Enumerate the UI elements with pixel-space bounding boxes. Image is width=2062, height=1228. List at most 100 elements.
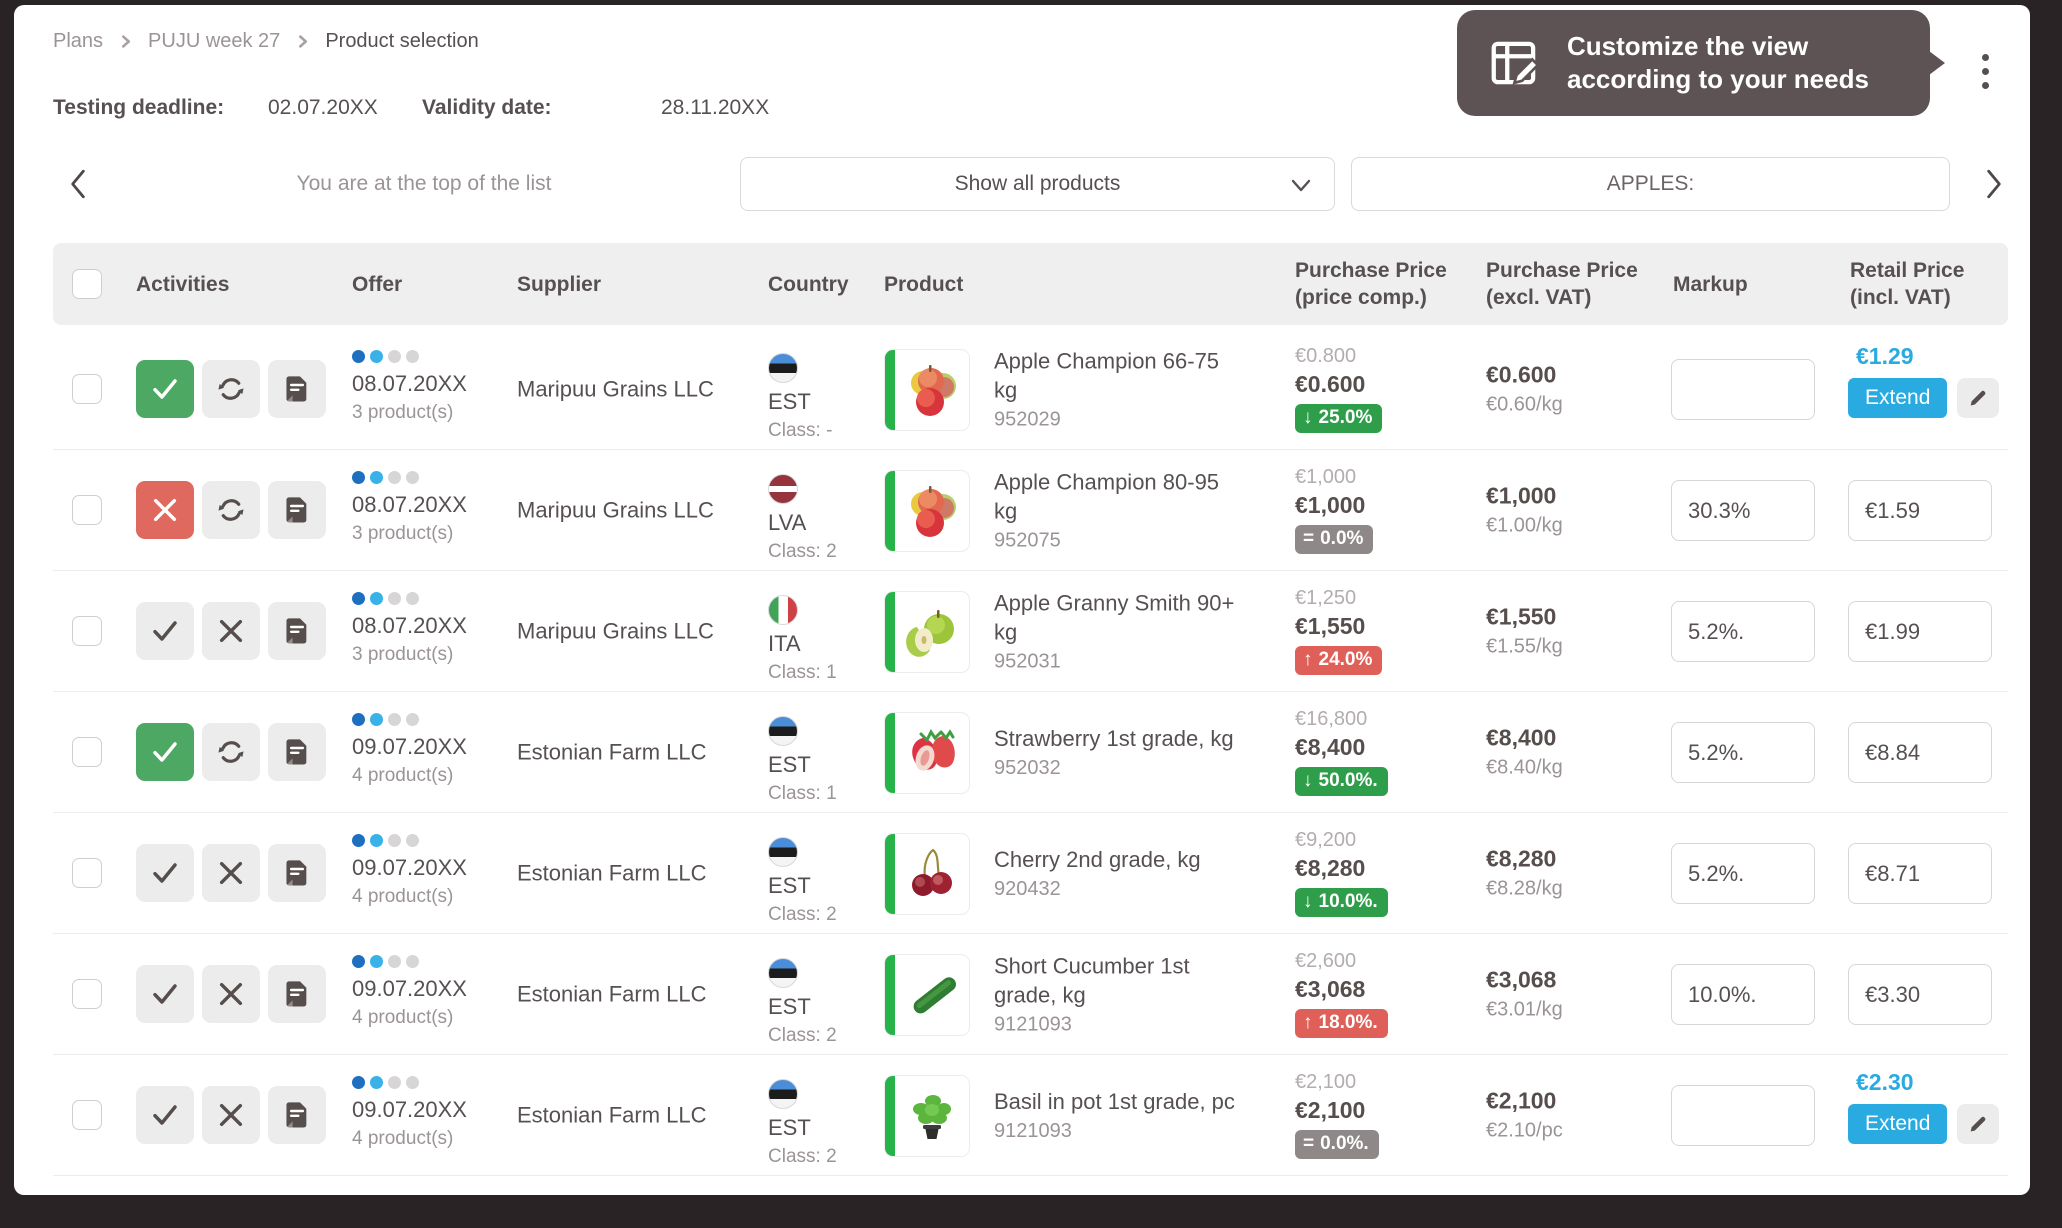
offer-dot [388,350,401,363]
markup-input[interactable] [1671,722,1815,783]
row-checkbox[interactable] [72,737,102,767]
reject-or-undo-button[interactable] [202,723,260,781]
header-markup: Markup [1673,273,1748,296]
table-row: 09.07.20XX 4 product(s) Estonian Farm LL… [53,692,2008,813]
select-all-checkbox[interactable] [72,269,102,299]
product-name: Apple Granny Smith 90+ kg [994,590,1235,645]
reject-or-undo-button[interactable] [202,1086,260,1144]
country-cell: EST Class: 2 [768,958,837,1047]
country-flag-icon [768,353,798,383]
markup-input[interactable] [1671,359,1815,420]
pencil-icon [1971,390,1986,406]
offer-document-button[interactable] [268,844,326,902]
purchase-price-excl-vat-cell: €2,100 €2.10/pc [1486,1088,1563,1143]
accept-offer-button[interactable] [136,723,194,781]
product-name: Apple Champion 66-75 kg [994,348,1220,403]
offer-dot [352,834,365,847]
offer-cell: 08.07.20XX 3 product(s) [352,350,467,424]
price-excl-vat: €3,068 [1486,966,1557,993]
purchase-price-comparison-cell: €1,250 €1,550 ↑ 24.0% [1295,587,1383,675]
retail-price-input[interactable] [1848,843,1992,904]
offer-document-button[interactable] [268,481,326,539]
extend-button[interactable]: Extend [1848,1104,1948,1144]
offer-dot [370,834,383,847]
retail-price-input[interactable] [1848,722,1992,783]
product-info: Strawberry 1st grade, kg 952032 [994,724,1244,780]
header-purchase-price-comp: Purchase Price (price comp.) [1295,259,1447,309]
check-icon [153,1105,177,1125]
accept-offer-button[interactable] [136,602,194,660]
markup-input[interactable] [1671,480,1815,541]
edit-price-button[interactable] [1957,378,2000,418]
accept-offer-button[interactable] [136,1086,194,1144]
offer-document-button[interactable] [268,360,326,418]
offer-date: 08.07.20XX [352,613,467,638]
reject-or-undo-button[interactable] [202,360,260,418]
product-filter-dropdown[interactable]: Show all products [740,157,1335,211]
price-change-badge: ↓ 50.0%. [1295,767,1388,796]
offer-document-button[interactable] [268,723,326,781]
offer-progress-dots [352,955,467,968]
markup-input[interactable] [1671,1085,1815,1146]
product-code: 9121093 [994,1120,1072,1142]
pencil-icon [1971,1116,1986,1132]
product-photo-icon [895,350,969,430]
previous-price: €1,250 [1295,587,1357,609]
offer-document-button[interactable] [268,1086,326,1144]
row-checkbox[interactable] [72,616,102,646]
purchase-price-comparison-cell: €1,000 €1,000 = 0.0% [1295,466,1374,554]
extend-button[interactable]: Extend [1848,378,1948,418]
product-group-label: APPLES: [1606,172,1695,195]
offer-document-button[interactable] [268,602,326,660]
retail-price-input[interactable] [1848,480,1992,541]
markup-input[interactable] [1671,601,1815,662]
product-image [884,954,970,1036]
accept-offer-button[interactable] [136,844,194,902]
chevron-right-icon [299,35,308,48]
chevron-right-icon [122,35,131,48]
offer-dot [388,955,401,968]
x-icon [219,982,243,1006]
markup-input[interactable] [1671,964,1815,1025]
reject-or-undo-button[interactable] [202,844,260,902]
offer-cell: 08.07.20XX 3 product(s) [352,471,467,545]
scroll-up-button[interactable] [56,162,100,206]
retail-price-input[interactable] [1848,964,1992,1025]
next-group-button[interactable] [1972,162,2016,206]
row-checkbox[interactable] [72,979,102,1009]
offer-dot [352,350,365,363]
accept-offer-button[interactable] [136,965,194,1023]
accept-offer-button[interactable] [136,360,194,418]
breadcrumb-plan-week[interactable]: PUJU week 27 [148,30,281,52]
breadcrumb-plans[interactable]: Plans [53,30,104,52]
availability-bar [885,1076,895,1156]
row-checkbox[interactable] [72,374,102,404]
offer-document-button[interactable] [268,965,326,1023]
product-info: Apple Champion 66-75 kg 952029 [994,347,1244,432]
row-checkbox[interactable] [72,1100,102,1130]
product-code: 9121093 [994,1013,1072,1036]
reject-or-undo-button[interactable] [202,481,260,539]
product-group-box[interactable]: APPLES: [1351,157,1950,211]
kebab-menu-icon[interactable] [1965,42,2005,100]
accept-offer-button[interactable] [136,481,194,539]
row-checkbox[interactable] [72,858,102,888]
offer-dot [388,471,401,484]
row-checkbox[interactable] [72,495,102,525]
offer-dot [406,350,419,363]
breadcrumb: Plans PUJU week 27 Product selection [53,30,479,53]
markup-input[interactable] [1671,843,1815,904]
price-excl-vat: €1,000 [1486,482,1557,509]
tooltip-text: Customize the view according to your nee… [1567,30,1869,94]
product-image [884,591,970,673]
edit-price-button[interactable] [1957,1104,2000,1144]
reject-or-undo-button[interactable] [202,602,260,660]
reject-or-undo-button[interactable] [202,965,260,1023]
previous-price: €2,600 [1295,950,1357,972]
retail-price-input[interactable] [1848,601,1992,662]
current-price: €8,280 [1295,855,1366,881]
product-name: Basil in pot 1st grade, pc [994,1089,1235,1114]
table-row: 08.07.20XX 3 product(s) Maripuu Grains L… [53,450,2008,571]
offer-dot [388,1076,401,1089]
retail-price-value: €1.29 [1856,343,1914,369]
